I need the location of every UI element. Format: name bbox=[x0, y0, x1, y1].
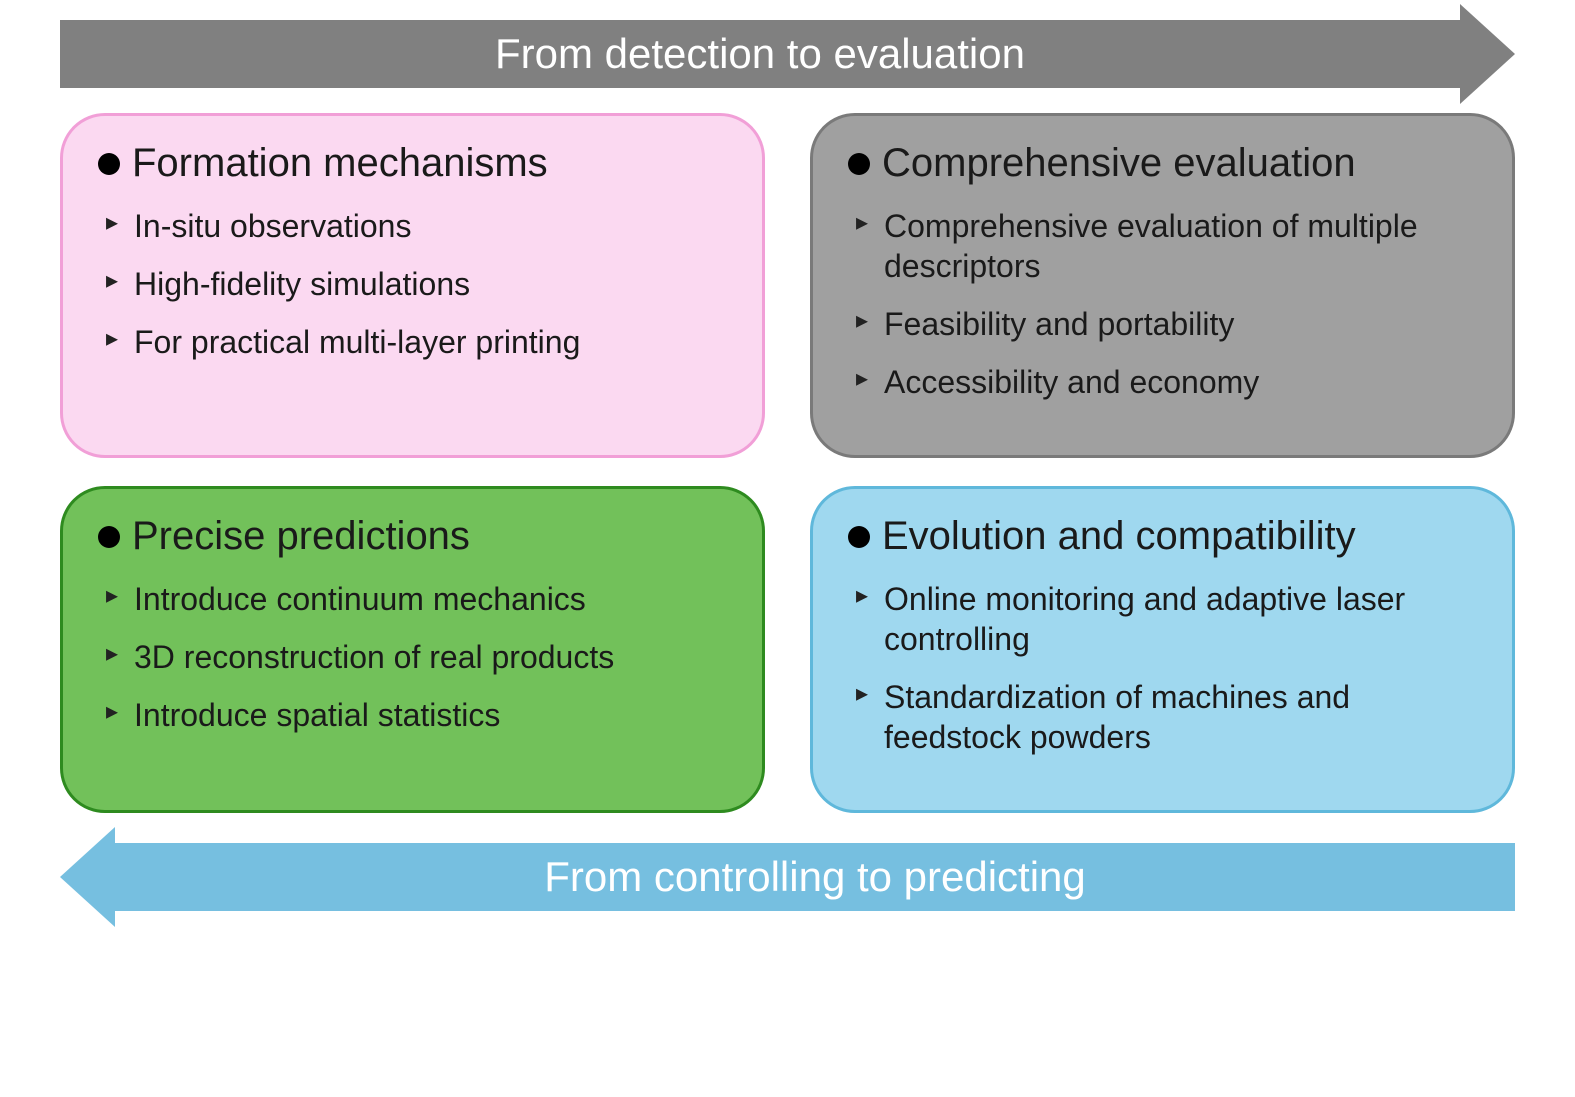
panel-item-list: Introduce continuum mechanics 3D reconst… bbox=[98, 579, 727, 735]
panel-title: Comprehensive evaluation bbox=[848, 141, 1477, 186]
panel-grid: Formation mechanisms In-situ observation… bbox=[60, 113, 1515, 813]
list-item: Standardization of machines and feedstoc… bbox=[856, 677, 1477, 757]
list-item: In-situ observations bbox=[106, 206, 727, 246]
panel-precise-predictions: Precise predictions Introduce continuum … bbox=[60, 486, 765, 813]
bottom-arrow-label: From controlling to predicting bbox=[544, 853, 1086, 901]
panel-comprehensive-evaluation: Comprehensive evaluation Comprehensive e… bbox=[810, 113, 1515, 458]
panel-title: Precise predictions bbox=[98, 514, 727, 559]
list-item: 3D reconstruction of real products bbox=[106, 637, 727, 677]
panel-formation-mechanisms: Formation mechanisms In-situ observation… bbox=[60, 113, 765, 458]
panel-item-list: Comprehensive evaluation of multiple des… bbox=[848, 206, 1477, 402]
bullet-icon bbox=[98, 153, 120, 175]
bottom-arrow: From controlling to predicting bbox=[60, 843, 1515, 911]
top-arrow-bar: From detection to evaluation bbox=[60, 20, 1460, 88]
list-item: Introduce spatial statistics bbox=[106, 695, 727, 735]
list-item: Accessibility and economy bbox=[856, 362, 1477, 402]
top-arrow: From detection to evaluation bbox=[60, 20, 1515, 88]
panel-item-list: In-situ observations High-fidelity simul… bbox=[98, 206, 727, 362]
panel-title-text: Precise predictions bbox=[132, 514, 470, 559]
list-item: Online monitoring and adaptive laser con… bbox=[856, 579, 1477, 659]
top-arrow-label: From detection to evaluation bbox=[495, 30, 1025, 78]
bottom-arrow-head bbox=[60, 827, 115, 927]
panel-title: Formation mechanisms bbox=[98, 141, 727, 186]
bottom-arrow-bar: From controlling to predicting bbox=[115, 843, 1515, 911]
panel-title-text: Formation mechanisms bbox=[132, 141, 548, 186]
bullet-icon bbox=[848, 526, 870, 548]
list-item: Feasibility and portability bbox=[856, 304, 1477, 344]
panel-title: Evolution and compatibility bbox=[848, 514, 1477, 559]
panel-title-text: Comprehensive evaluation bbox=[882, 141, 1356, 186]
top-arrow-head bbox=[1460, 4, 1515, 104]
panel-evolution-compatibility: Evolution and compatibility Online monit… bbox=[810, 486, 1515, 813]
list-item: Comprehensive evaluation of multiple des… bbox=[856, 206, 1477, 286]
panel-item-list: Online monitoring and adaptive laser con… bbox=[848, 579, 1477, 757]
bullet-icon bbox=[848, 153, 870, 175]
panel-title-text: Evolution and compatibility bbox=[882, 514, 1356, 559]
list-item: For practical multi-layer printing bbox=[106, 322, 727, 362]
list-item: High-fidelity simulations bbox=[106, 264, 727, 304]
bullet-icon bbox=[98, 526, 120, 548]
list-item: Introduce continuum mechanics bbox=[106, 579, 727, 619]
